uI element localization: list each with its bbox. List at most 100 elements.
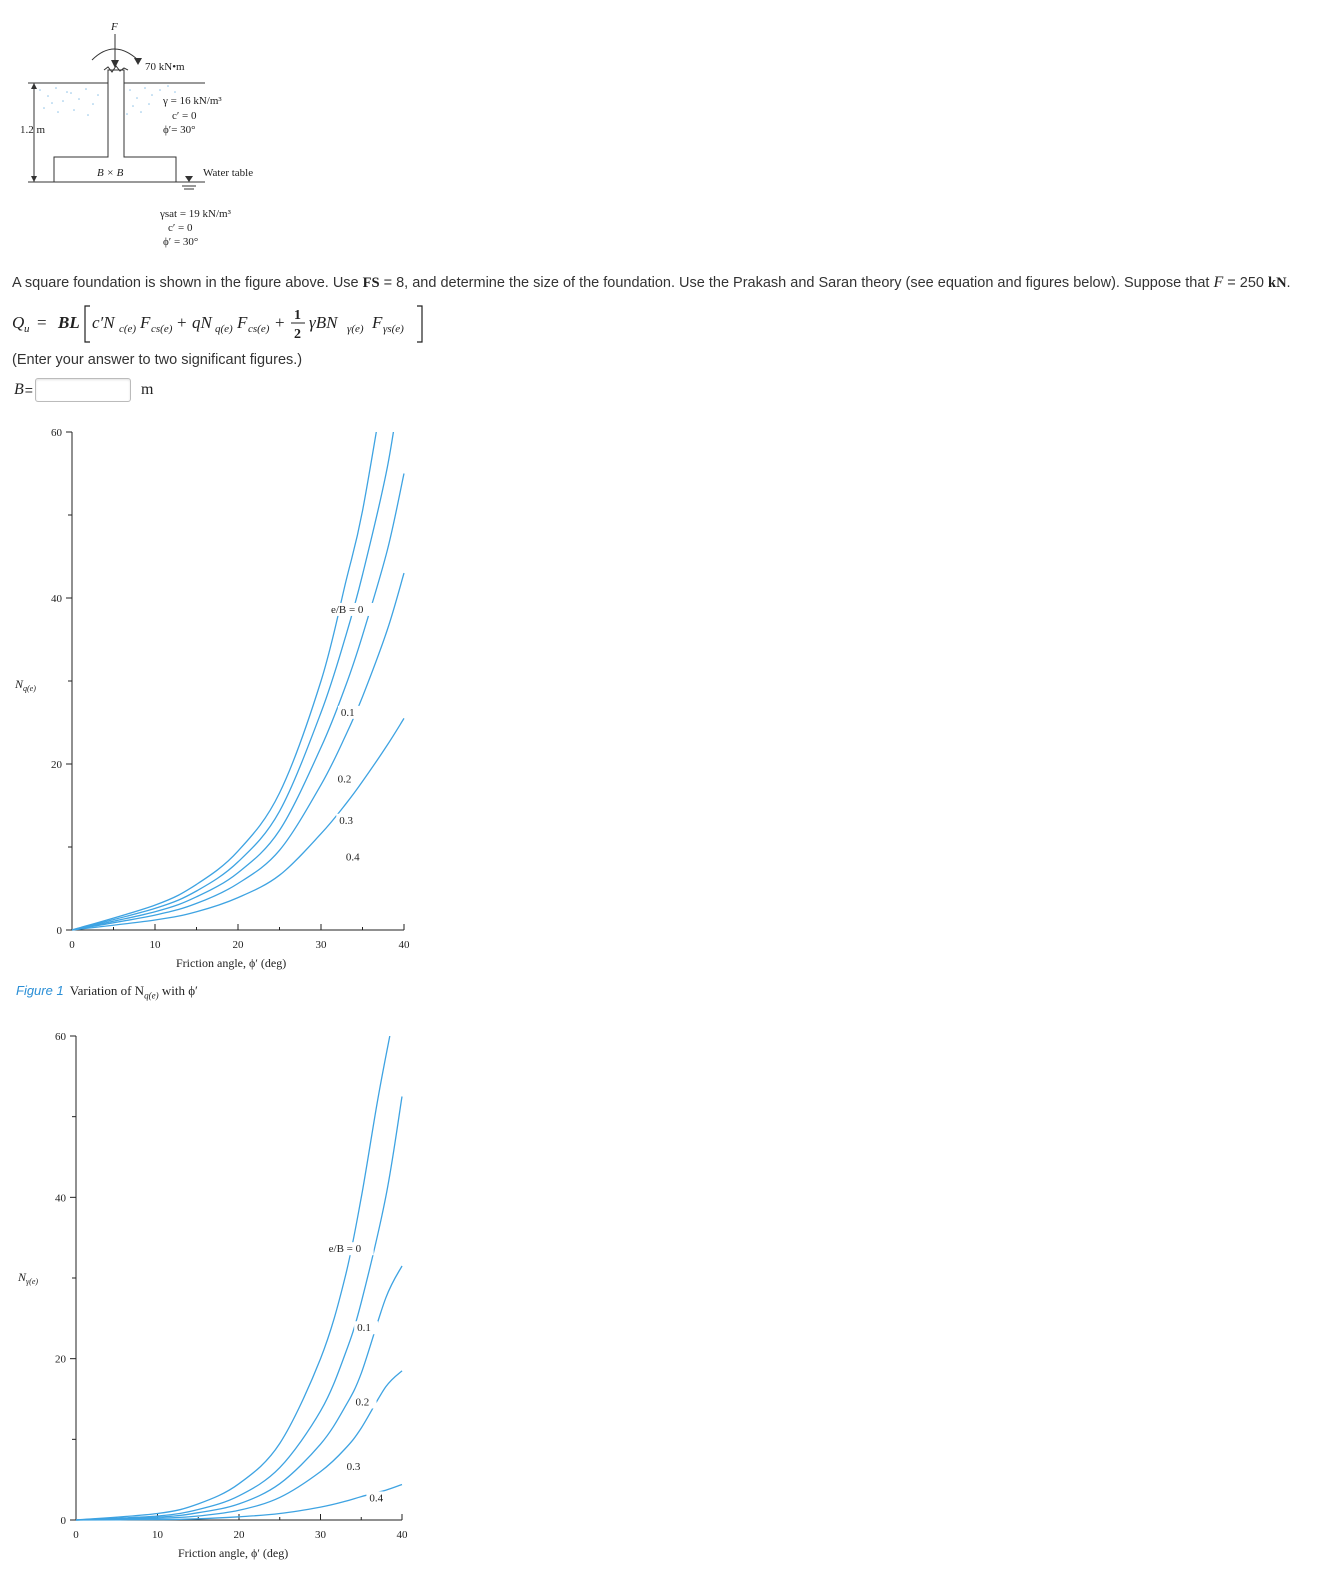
svg-text:F: F bbox=[371, 313, 383, 332]
x-tick-label: 0 bbox=[73, 1529, 79, 1541]
upper-soil-gamma: γ = 16 kN/m³ bbox=[162, 95, 222, 107]
x-tick-label: 30 bbox=[316, 939, 328, 951]
curve-0-2 bbox=[72, 473, 405, 931]
curve-label: 0.1 bbox=[357, 1322, 371, 1334]
curve-label-bg bbox=[325, 1242, 374, 1256]
y-tick-label: 60 bbox=[51, 427, 63, 439]
upper-soil-phi: ϕ′= 30° bbox=[163, 124, 196, 136]
svg-text:γ(e): γ(e) bbox=[347, 323, 364, 335]
svg-text:cs(e): cs(e) bbox=[151, 323, 173, 335]
svg-text:+: + bbox=[275, 313, 285, 332]
nq-y-label: Nq(e) bbox=[14, 677, 36, 693]
curve-label-bg bbox=[352, 1395, 377, 1409]
answer-row: B = m bbox=[14, 376, 153, 404]
answer-input[interactable] bbox=[34, 378, 131, 402]
svg-text:1: 1 bbox=[294, 308, 301, 323]
x-tick-label: 20 bbox=[234, 1529, 246, 1541]
ngamma-x-label: Friction angle, ϕ′ (deg) bbox=[178, 1546, 288, 1560]
fs-symbol: FS bbox=[362, 275, 380, 291]
lower-soil-gamma: γsat = 19 kN/m³ bbox=[159, 208, 232, 220]
curve-label-bg bbox=[337, 705, 362, 719]
curve-label-bg bbox=[366, 1491, 391, 1505]
svg-text:F: F bbox=[139, 313, 151, 332]
svg-text:BL: BL bbox=[57, 313, 80, 332]
x-tick-label: 10 bbox=[152, 1529, 164, 1541]
x-tick-label: 0 bbox=[69, 939, 75, 951]
water-table-label: Water table bbox=[203, 167, 253, 179]
curve-label: 0.3 bbox=[347, 1461, 361, 1473]
moment-arc bbox=[91, 48, 139, 61]
load-label: F bbox=[110, 21, 118, 33]
curve-label: 0.4 bbox=[369, 1492, 383, 1504]
y-tick-label: 40 bbox=[51, 593, 63, 605]
curve-label-bg bbox=[354, 1321, 379, 1335]
x-tick-label: 20 bbox=[233, 939, 245, 951]
svg-text:=: = bbox=[37, 313, 47, 332]
svg-text:F: F bbox=[236, 313, 248, 332]
bearing-capacity-equation: Q u = BL c′N c(e) F cs(e) + qN q(e) F cs… bbox=[12, 305, 423, 343]
svg-text:Q: Q bbox=[12, 313, 24, 332]
curve-0-2 bbox=[76, 1265, 403, 1521]
svg-text:qN: qN bbox=[192, 313, 214, 332]
curve-0-4 bbox=[72, 718, 405, 931]
curve-eB0 bbox=[76, 1036, 391, 1521]
y-tick-label: 20 bbox=[55, 1354, 67, 1366]
answer-label: B bbox=[14, 381, 24, 398]
figure1-caption: Figure 1 Variation of Nq(e) with ϕ′ bbox=[16, 983, 198, 1001]
curve-label-bg bbox=[342, 850, 367, 864]
curve-label: e/B = 0 bbox=[329, 1243, 362, 1255]
y-tick-label: 0 bbox=[61, 1515, 67, 1527]
svg-text:γBN: γBN bbox=[309, 313, 339, 332]
foundation-diagram: F 70 kN•m 1.2 m B × B Water table γ = 16… bbox=[20, 21, 253, 248]
curve-0-1 bbox=[76, 1096, 403, 1521]
ngamma-y-label: Nγ(e) bbox=[17, 1270, 38, 1286]
f-symbol: F bbox=[1213, 274, 1224, 291]
f-unit: kN bbox=[1268, 275, 1287, 291]
curve-label: 0.1 bbox=[341, 707, 355, 719]
lower-soil-c: c′ = 0 bbox=[168, 222, 193, 234]
curve-0-3 bbox=[72, 572, 405, 931]
curve-label-bg bbox=[343, 1459, 368, 1473]
figure1-link[interactable]: Figure 1 bbox=[16, 983, 64, 998]
curve-label: 0.4 bbox=[346, 851, 360, 863]
problem-statement: A square foundation is shown in the figu… bbox=[12, 274, 1291, 291]
svg-text:γs(e): γs(e) bbox=[383, 323, 404, 335]
moment-label: 70 kN•m bbox=[145, 61, 185, 73]
nq-x-label: Friction angle, ϕ′ (deg) bbox=[176, 956, 286, 970]
y-tick-label: 60 bbox=[55, 1031, 67, 1043]
curve-label-bg bbox=[334, 772, 359, 786]
svg-text:q(e): q(e) bbox=[215, 323, 233, 335]
footing-label: B × B bbox=[97, 167, 124, 179]
soil-stipple bbox=[39, 85, 176, 116]
curve-0-1 bbox=[72, 432, 395, 931]
curve-label-bg bbox=[336, 813, 361, 827]
x-tick-label: 10 bbox=[150, 939, 162, 951]
curve-label: 0.3 bbox=[339, 815, 353, 827]
answer-unit: m bbox=[140, 381, 154, 398]
svg-text:cs(e): cs(e) bbox=[248, 323, 270, 335]
x-tick-label: 40 bbox=[399, 939, 411, 951]
y-tick-label: 20 bbox=[51, 759, 63, 771]
curve-label-bg bbox=[327, 602, 376, 616]
depth-label: 1.2 m bbox=[20, 124, 46, 136]
svg-text:u: u bbox=[24, 323, 30, 335]
x-tick-label: 30 bbox=[315, 1529, 327, 1541]
nq-chart: 0 10 20 30 40 0 20 40 60 e/B = 0 0.1 0.2 0.3 0.4 Nq(e… bbox=[14, 427, 411, 970]
instruction-text: (Enter your answer to two significant fi… bbox=[12, 352, 303, 368]
footing-outline bbox=[53, 69, 177, 183]
curve-label: 0.2 bbox=[356, 1396, 370, 1408]
lower-soil-phi: ϕ′ = 30° bbox=[163, 236, 198, 248]
curve-0-3 bbox=[76, 1370, 403, 1521]
svg-text:c(e): c(e) bbox=[119, 323, 136, 335]
ngamma-chart: 0 10 20 30 40 0 20 40 60 e/B = 0 0.1 0.2 0.3 0.4 Nγ(e… bbox=[17, 1031, 409, 1560]
svg-text:+: + bbox=[177, 313, 187, 332]
curve-eB0 bbox=[72, 432, 377, 931]
curve-label: 0.2 bbox=[338, 773, 352, 785]
svg-text:2: 2 bbox=[294, 327, 301, 342]
curve-label: e/B = 0 bbox=[331, 604, 364, 616]
load-arrowhead bbox=[111, 60, 119, 68]
y-tick-label: 0 bbox=[57, 925, 63, 937]
x-tick-label: 40 bbox=[397, 1529, 409, 1541]
upper-soil-c: c′ = 0 bbox=[172, 110, 197, 122]
answer-equals: = bbox=[24, 382, 33, 398]
